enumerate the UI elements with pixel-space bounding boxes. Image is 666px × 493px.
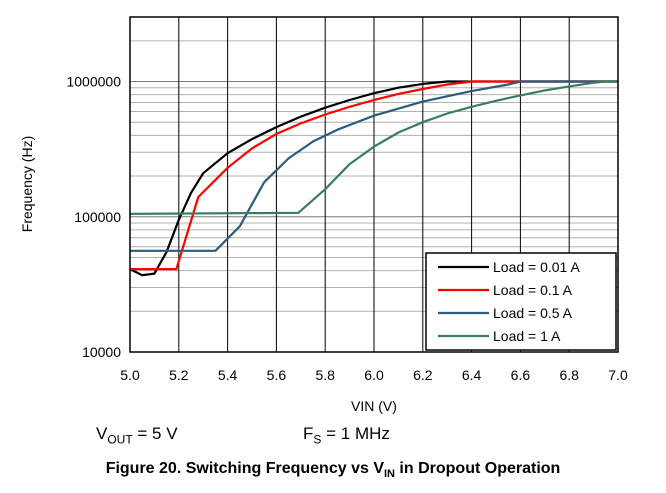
y-tick-label: 10000: [82, 344, 121, 360]
fs-condition: FS = 1 MHz: [303, 424, 390, 447]
vout-condition: VOUT = 5 V: [96, 424, 178, 447]
x-tick-label: 5.6: [267, 367, 287, 383]
legend-label-2: Load = 0.1 A: [493, 282, 573, 298]
plot-frame: [129, 16, 619, 353]
series-line-3: [130, 80, 618, 252]
x-tick-label: 5.0: [120, 367, 140, 383]
x-tick-label: 5.2: [169, 367, 189, 383]
x-tick-label: 6.6: [511, 367, 531, 383]
legend-box: [425, 252, 617, 351]
x-tick-label: 5.4: [218, 367, 238, 383]
y-tick-label: 1000000: [66, 74, 121, 90]
legend-label-4: Load = 1 A: [493, 328, 561, 344]
x-tick-label: 7.0: [608, 367, 628, 383]
x-tick-label: 6.8: [559, 367, 579, 383]
series-line-4: [129, 80, 618, 215]
legend-label-3: Load = 0.5 A: [493, 305, 573, 321]
x-tick-label: 6.4: [462, 367, 482, 383]
x-tick-label: 6.2: [413, 367, 433, 383]
x-axis-title: VIN (V): [351, 398, 397, 414]
y-axis-title: Frequency (Hz): [19, 136, 35, 232]
x-tick-label: 6.0: [364, 367, 384, 383]
legend-label-1: Load = 0.01 A: [493, 259, 580, 275]
x-tick-label: 5.8: [315, 367, 335, 383]
figure-caption: Figure 20. Switching Frequency vs VIN in…: [105, 460, 561, 481]
series-line-2: [130, 80, 618, 271]
y-tick-label: 100000: [74, 209, 121, 225]
